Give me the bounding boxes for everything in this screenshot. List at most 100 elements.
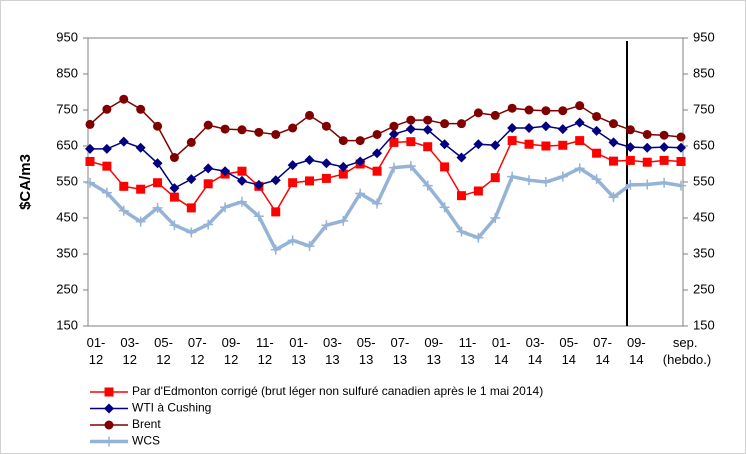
data-point [372,198,383,209]
data-point [490,110,500,120]
data-point [237,125,247,135]
x-tick-label: 09-12 [222,335,241,367]
data-point [473,186,483,196]
data-point [507,123,518,133]
data-point [592,111,602,121]
data-point [186,137,196,147]
data-point [439,202,450,213]
data-point [490,140,501,151]
data-point [591,125,602,136]
data-point [203,120,213,130]
y2-tick-label: 750 [693,101,715,116]
data-point [405,124,416,135]
data-point [557,124,568,135]
data-point [236,175,247,186]
data-point [321,121,331,131]
data-point [102,161,112,171]
series-line [89,164,682,253]
data-point [304,155,315,166]
data-point [642,157,652,167]
data-point [541,141,551,151]
x-tick-label: 07-14 [593,335,612,367]
data-point [203,219,214,230]
legend-marker [104,387,114,397]
data-point [456,226,467,237]
data-point [456,191,466,201]
data-point [659,130,669,140]
data-point [558,106,568,116]
data-point [574,117,585,128]
y-axis-label: $CA/m3 [17,154,34,210]
data-point [237,166,247,176]
x-tick-label: 01-14 [492,335,511,367]
x-tick-label: 05-13 [357,335,376,367]
data-point [642,179,653,190]
data-point [355,136,365,146]
data-point [676,156,686,166]
data-point [524,175,535,186]
data-point [659,155,669,165]
data-point [270,175,281,186]
x-tick-label: 05-12 [154,335,173,367]
data-point [102,104,112,114]
data-point [321,173,331,183]
data-point [203,179,213,189]
data-point [524,105,534,115]
data-point [288,123,298,133]
data-point [169,220,180,231]
data-point [659,177,670,188]
data-point [439,139,450,150]
data-point [186,174,197,185]
data-point [220,166,231,177]
data-point [169,192,179,202]
data-point [118,205,129,216]
data-point [355,188,366,199]
data-point [540,121,551,132]
data-point [524,123,535,133]
data-point [372,129,382,139]
data-point [220,124,230,134]
legend-marker [104,420,114,430]
legend-label: WTI à Cushing [132,401,211,415]
data-point [642,142,653,153]
x-tick-label: 03-13 [323,335,342,367]
data-point [524,139,534,149]
data-point [676,132,686,142]
data-point [608,156,618,166]
data-point [270,244,281,255]
data-point [355,156,366,167]
data-point [591,174,602,185]
data-point [625,125,635,135]
data-point [288,178,298,188]
y2-tick-label: 850 [693,65,715,80]
data-point [119,94,129,104]
data-point [659,142,670,153]
data-point [372,166,382,176]
data-point [152,158,163,169]
y2-tick-label: 550 [693,173,715,188]
data-point [338,136,348,146]
data-point [153,178,163,188]
y2-tick-label: 950 [693,29,715,44]
data-point [440,119,450,129]
data-point [389,121,399,131]
data-point [169,183,180,194]
data-point [338,169,348,179]
data-point [136,104,146,114]
x-tick-label: 07-12 [188,335,207,367]
data-point [85,143,95,154]
data-point [118,136,129,147]
legend-marker [104,436,114,447]
data-point [608,119,618,129]
data-point [135,216,146,227]
data-point [676,180,686,191]
y-tick-label: 850 [56,65,78,80]
data-point [405,161,416,172]
data-point [253,211,264,222]
data-point [136,184,146,194]
data-point [558,140,568,150]
data-point [608,137,619,148]
data-point [321,158,332,169]
data-point [490,173,500,183]
data-point [338,215,349,226]
